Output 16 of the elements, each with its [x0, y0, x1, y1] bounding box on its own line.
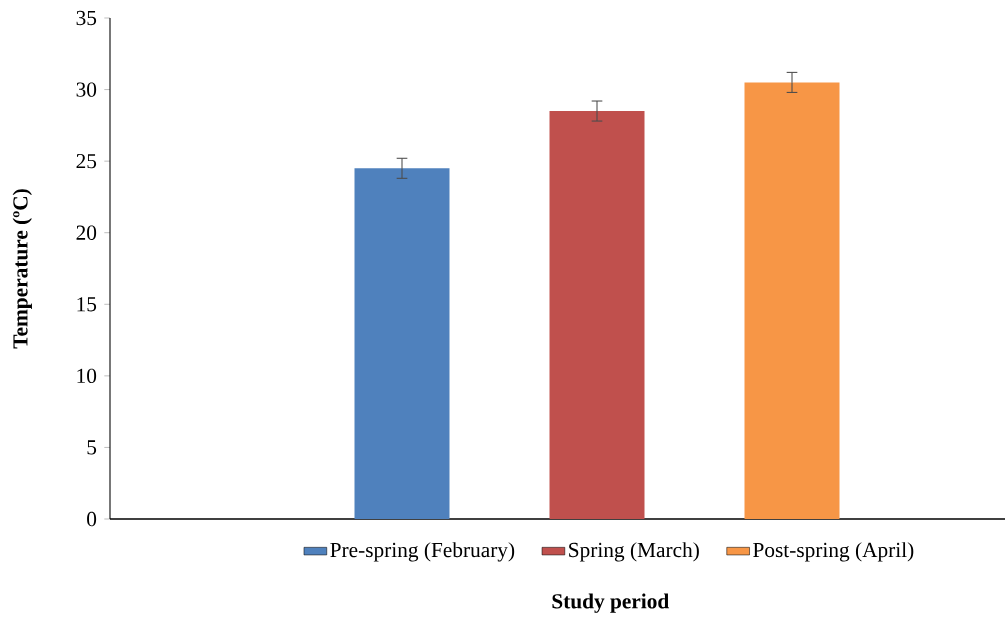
y-tick-label: 30 [76, 82, 97, 97]
y-tick-label: 5 [87, 440, 97, 455]
y-tick-label: 20 [76, 225, 97, 240]
y-tick-label: 25 [76, 153, 97, 169]
y-tick-label: 15 [77, 297, 97, 312]
legend-label: Spring (March) [569, 542, 699, 562]
legend-label: Post-spring (April) [753, 542, 914, 562]
x-axis-title: Study period [552, 593, 670, 613]
y-axis-title: Temperature (ºC) [12, 189, 32, 349]
legend-label: Pre-spring (February) [330, 542, 515, 562]
bar [744, 82, 840, 519]
y-tick-label: 10 [77, 368, 97, 384]
bar [354, 168, 450, 519]
y-tick-label: 35 [76, 10, 97, 26]
bar [549, 111, 645, 519]
y-tick-label: 0 [87, 511, 97, 527]
